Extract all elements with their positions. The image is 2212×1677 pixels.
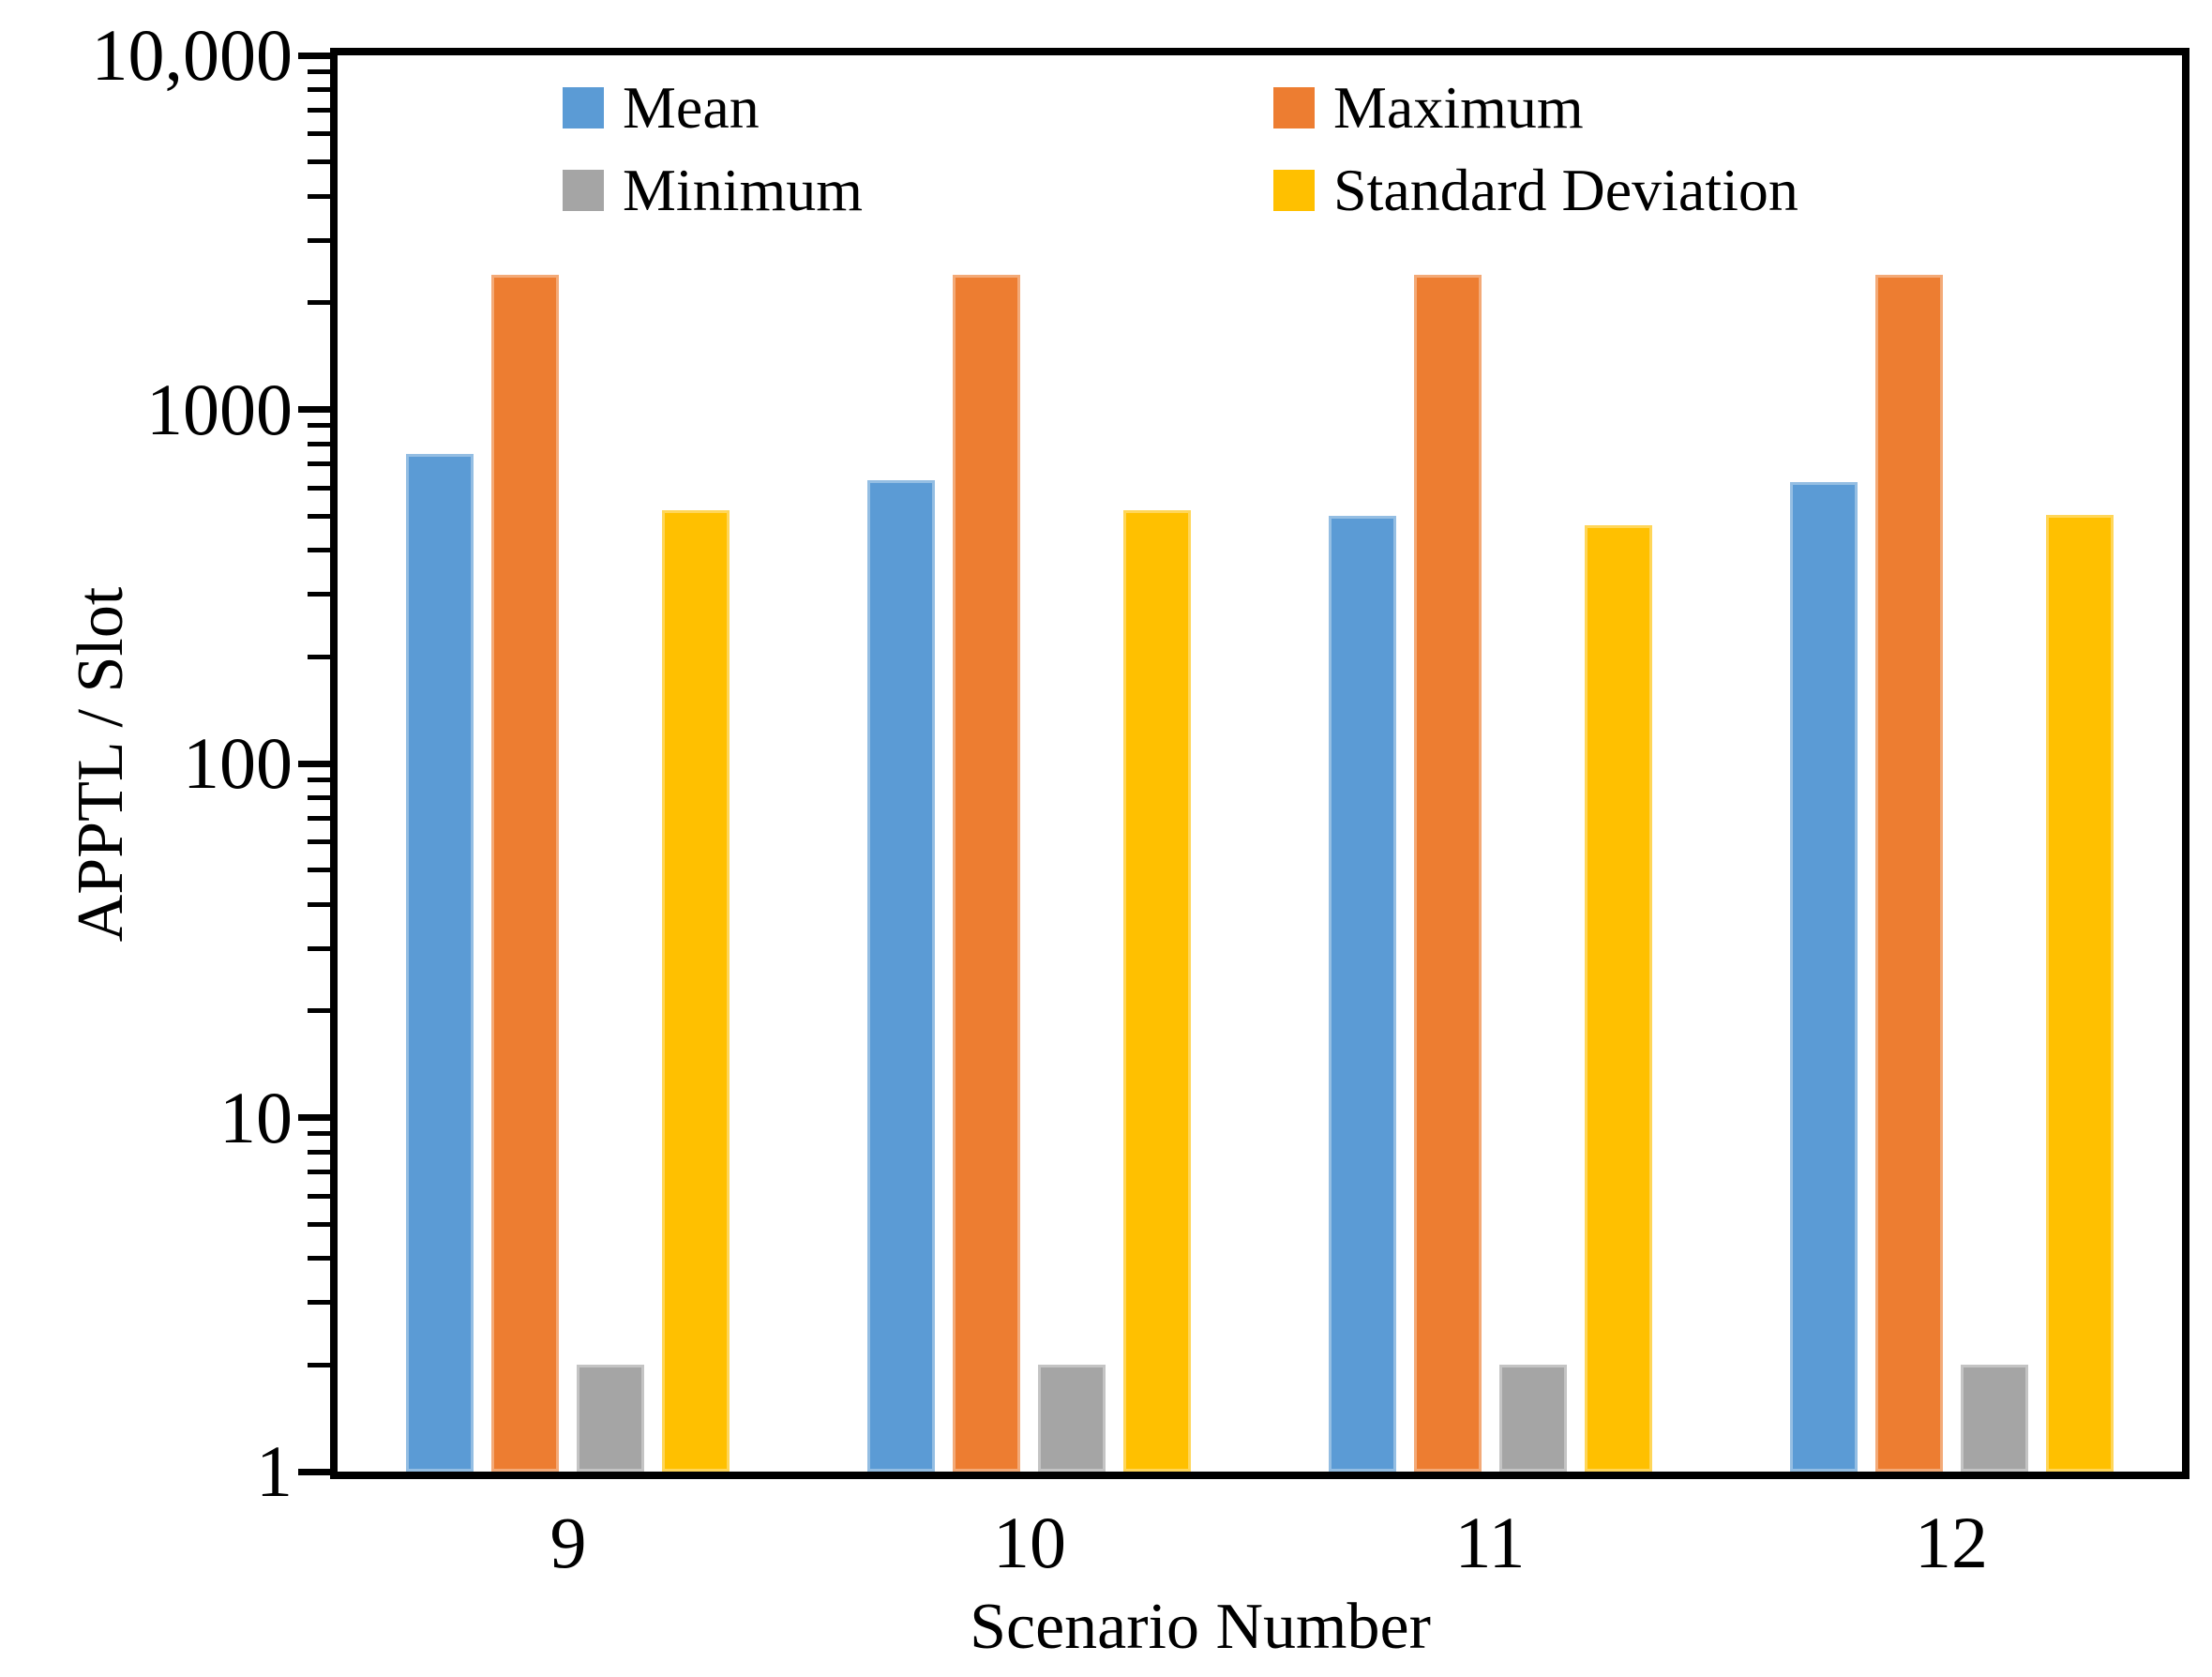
- legend-color-swatch-icon: [563, 87, 604, 128]
- y-axis-minor-tick: [308, 1008, 330, 1013]
- y-axis-minor-tick: [308, 946, 330, 951]
- y-axis-minor-tick: [308, 1131, 330, 1136]
- y-axis-minor-tick: [308, 778, 330, 782]
- y-axis-minor-tick: [308, 108, 330, 113]
- y-axis-minor-tick: [308, 87, 330, 92]
- legend-label: Minimum: [623, 157, 864, 223]
- y-axis-minor-tick: [308, 69, 330, 74]
- bar-maximum-9: [491, 275, 559, 1472]
- legend-color-swatch-icon: [563, 170, 604, 211]
- y-axis-minor-tick: [308, 194, 330, 199]
- y-axis-minor-tick: [308, 1150, 330, 1155]
- y-axis-major-tick: [298, 53, 330, 59]
- bar-maximum-11: [1414, 275, 1482, 1472]
- bar-mean-11: [1329, 516, 1396, 1472]
- x-axis-category-label: 9: [549, 1502, 587, 1583]
- x-axis-category-label: 12: [1915, 1502, 1988, 1583]
- y-axis-minor-tick: [308, 1256, 330, 1261]
- y-axis-minor-tick: [308, 514, 330, 519]
- y-axis-minor-tick: [308, 238, 330, 243]
- legend-label: Maximum: [1333, 74, 1584, 141]
- x-axis-title: Scenario Number: [970, 1591, 1431, 1663]
- bar-minimum-11: [1499, 1365, 1567, 1472]
- legend-label: Standard Deviation: [1333, 157, 1798, 223]
- x-axis-category-label: 10: [993, 1502, 1066, 1583]
- y-axis-minor-tick: [308, 300, 330, 305]
- y-axis-major-tick: [298, 761, 330, 767]
- bar-mean-10: [867, 480, 935, 1472]
- y-axis-title: APPTL / Slot: [65, 586, 137, 943]
- y-axis-tick-label: 1000: [146, 369, 293, 450]
- y-axis-minor-tick: [308, 592, 330, 597]
- y-axis-minor-tick: [308, 548, 330, 552]
- legend-color-swatch-icon: [1273, 87, 1315, 128]
- y-axis-minor-tick: [308, 1194, 330, 1199]
- bar-mean-9: [406, 454, 474, 1472]
- y-axis-minor-tick: [308, 461, 330, 466]
- y-axis-minor-tick: [308, 423, 330, 428]
- y-axis-minor-tick: [308, 442, 330, 446]
- legend-item-standard-deviation: Standard Deviation: [1273, 160, 1798, 220]
- y-axis-minor-tick: [308, 1363, 330, 1367]
- bar-maximum-10: [953, 275, 1020, 1472]
- bar-mean-12: [1790, 482, 1858, 1472]
- y-axis-major-tick: [298, 1469, 330, 1475]
- bar-standard-deviation-12: [2046, 515, 2114, 1472]
- bar-minimum-10: [1038, 1365, 1106, 1472]
- y-axis-minor-tick: [308, 1222, 330, 1227]
- bar-minimum-12: [1961, 1365, 2028, 1472]
- legend-item-mean: Mean: [563, 78, 760, 138]
- y-axis-tick-label: 100: [183, 722, 293, 804]
- y-axis-tick-label: 10: [219, 1077, 293, 1158]
- y-axis-minor-tick: [308, 486, 330, 491]
- bar-standard-deviation-11: [1585, 525, 1652, 1472]
- y-axis-minor-tick: [308, 868, 330, 872]
- legend-color-swatch-icon: [1273, 170, 1315, 211]
- legend-label: Mean: [623, 74, 760, 141]
- y-axis-minor-tick: [308, 902, 330, 907]
- plot-area: [338, 55, 2182, 1472]
- y-axis-tick-label: 1: [256, 1430, 293, 1512]
- x-axis-category-label: 11: [1454, 1502, 1526, 1583]
- bar-minimum-9: [577, 1365, 644, 1472]
- y-axis-major-tick: [298, 1114, 330, 1121]
- y-axis-minor-tick: [308, 816, 330, 821]
- y-axis-tick-label: 10,000: [91, 14, 293, 96]
- y-axis-minor-tick: [308, 795, 330, 800]
- bar-standard-deviation-10: [1123, 510, 1191, 1472]
- y-axis-major-tick: [298, 406, 330, 413]
- y-axis-minor-tick: [308, 655, 330, 659]
- legend-item-maximum: Maximum: [1273, 78, 1584, 138]
- bar-maximum-12: [1875, 275, 1943, 1472]
- legend-item-minimum: Minimum: [563, 160, 863, 220]
- y-axis-minor-tick: [308, 1300, 330, 1305]
- y-axis-minor-tick: [308, 839, 330, 844]
- bar-standard-deviation-9: [662, 510, 730, 1472]
- y-axis-minor-tick: [308, 1170, 330, 1174]
- y-axis-minor-tick: [308, 131, 330, 136]
- y-axis-minor-tick: [308, 159, 330, 164]
